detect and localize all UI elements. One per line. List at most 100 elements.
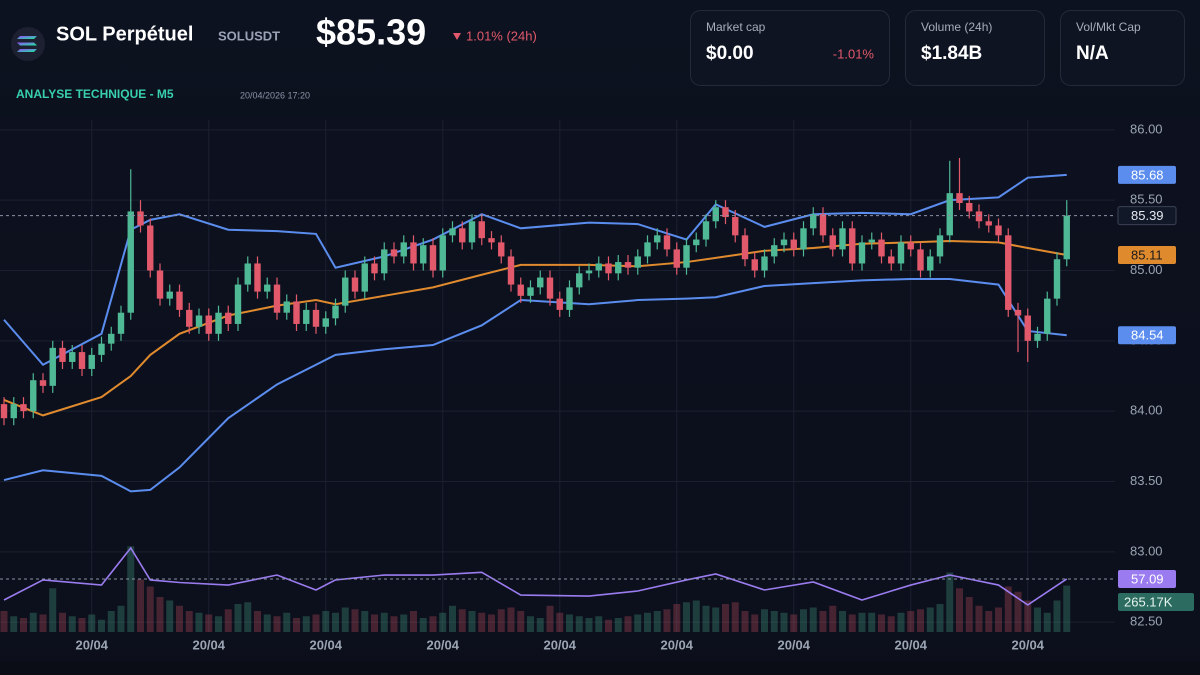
volume-bar <box>224 609 232 632</box>
volume-bar <box>683 602 690 632</box>
candle-body <box>59 347 66 362</box>
candle-body <box>751 259 758 271</box>
candle-body <box>117 312 125 334</box>
volume-bar <box>780 612 788 632</box>
volume-bar <box>1034 607 1041 632</box>
volume-bar <box>595 616 603 632</box>
value-tag-label: 265.17K <box>1124 594 1173 609</box>
candle-body <box>429 245 437 271</box>
candle-body <box>761 256 768 271</box>
volume-bar <box>185 611 193 632</box>
y-tick-label: 86.00 <box>1130 121 1163 136</box>
down-arrow <box>453 33 461 40</box>
candle-body <box>244 263 251 285</box>
volume-bar <box>107 611 115 632</box>
volume-bar <box>692 600 700 632</box>
candle-body <box>771 245 778 257</box>
value-tag <box>1118 593 1194 611</box>
volume-bar <box>293 618 300 632</box>
volume-bar <box>517 611 525 632</box>
candle-body <box>693 239 700 246</box>
candle-body <box>400 242 407 257</box>
volume-bar <box>917 609 924 632</box>
candle-body <box>420 245 427 264</box>
candle-body <box>888 256 895 264</box>
candle-body <box>478 221 485 239</box>
stat-value: $0.00 <box>706 43 754 64</box>
volume-bar <box>137 579 144 632</box>
x-tick-label: 20/04 <box>777 637 810 652</box>
volume-bar <box>312 614 320 632</box>
candle-body <box>702 221 710 240</box>
volume-bar <box>614 618 622 632</box>
value-tag <box>1118 569 1176 588</box>
candle-body <box>537 277 544 288</box>
volume-bar <box>673 604 681 632</box>
candle-body <box>186 309 193 327</box>
candle-body <box>195 315 203 327</box>
candle-body <box>1044 298 1051 334</box>
candle-body <box>351 277 359 292</box>
volume-bar <box>741 611 749 632</box>
volume-bar <box>390 616 398 632</box>
volume-bar <box>829 605 837 632</box>
candle-body <box>98 343 105 355</box>
candle-body <box>897 242 905 264</box>
volume-bar <box>644 612 651 632</box>
volume-bar <box>254 611 261 632</box>
volume-bar <box>400 614 408 632</box>
volume-bar <box>332 612 339 632</box>
candle-body <box>546 277 554 299</box>
candle-body <box>488 238 495 243</box>
volume-bar <box>1014 591 1022 632</box>
candle-body <box>498 242 505 257</box>
candle-body <box>332 305 339 319</box>
volume-bar <box>975 605 983 632</box>
volume-bar <box>458 609 466 632</box>
stat-card <box>690 10 890 86</box>
volume-bar <box>1053 600 1061 632</box>
value-tag-label: 57.09 <box>1131 571 1164 586</box>
chart-area <box>0 118 1200 662</box>
candle-body <box>88 354 95 369</box>
volume-bar <box>702 605 710 632</box>
price: $85.39 <box>316 12 426 53</box>
volume-bar <box>956 588 963 632</box>
candle-body <box>741 235 749 260</box>
candle-body <box>946 193 953 236</box>
logo-stripes <box>17 36 37 52</box>
candle-body <box>156 270 164 299</box>
candle-body <box>839 228 846 250</box>
volume-bar <box>634 614 642 632</box>
candle-body <box>439 235 446 271</box>
volume-bar <box>302 616 310 632</box>
candle-body <box>654 235 661 243</box>
candle-body <box>819 214 827 236</box>
candle-body <box>273 284 281 313</box>
candle-body <box>527 287 534 296</box>
volume-bar <box>887 616 895 632</box>
candle-body <box>673 249 680 268</box>
volume-bar <box>449 605 456 632</box>
candle-body <box>459 228 466 243</box>
candle-body <box>1034 333 1041 341</box>
volume-bar <box>205 614 213 632</box>
price-change: 1.01% (24h) <box>466 28 537 43</box>
candle-body <box>927 256 934 271</box>
stat-value: N/A <box>1076 43 1109 64</box>
volume-bar <box>965 597 973 632</box>
volume-bar <box>29 612 37 632</box>
value-tag-label: 85.68 <box>1131 167 1164 182</box>
volume-bar <box>273 616 281 632</box>
candle-body <box>254 263 261 292</box>
candle-body <box>234 284 242 324</box>
candle-body <box>176 291 183 310</box>
volume-bar <box>0 611 8 632</box>
volume-bar <box>39 614 47 632</box>
x-tick-label: 20/04 <box>894 637 927 652</box>
candle-body <box>78 352 86 369</box>
x-tick-label: 20/04 <box>75 637 108 652</box>
candle-body <box>39 380 47 386</box>
volume-bar <box>1024 600 1032 632</box>
volume-bar <box>858 612 866 632</box>
